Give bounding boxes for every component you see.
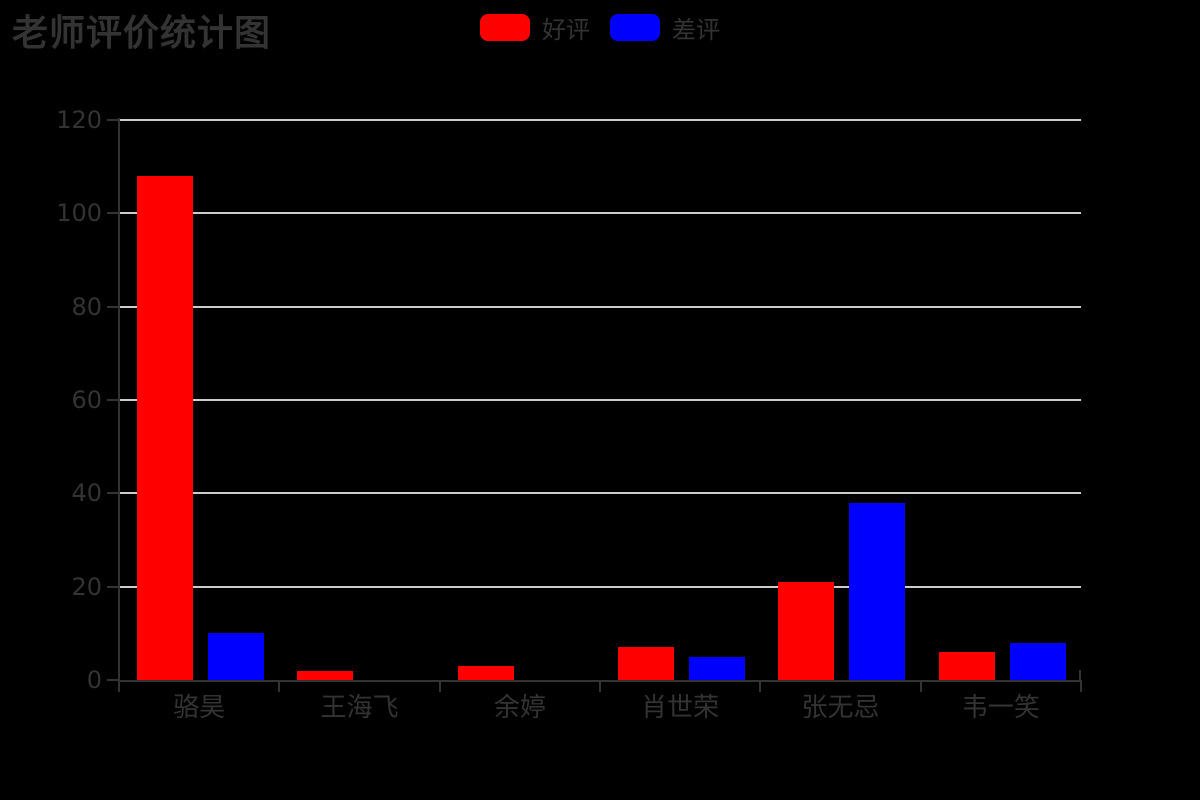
gridline xyxy=(119,585,1081,588)
bar[interactable] xyxy=(618,647,674,680)
y-axis-tick xyxy=(107,679,119,681)
x-tick-label: 韦一笑 xyxy=(961,693,1040,723)
y-tick-label: 20 xyxy=(71,572,102,601)
y-tick-label: 100 xyxy=(56,199,102,228)
x-axis-tick xyxy=(438,682,441,692)
legend-marker-positive xyxy=(480,14,530,41)
x-axis-end-notch xyxy=(1079,670,1081,680)
legend-item-positive[interactable]: 好评 xyxy=(480,10,590,45)
y-axis-tick xyxy=(107,305,119,308)
legend-label-negative: 差评 xyxy=(672,16,720,44)
y-axis-tick xyxy=(107,119,119,121)
bar[interactable] xyxy=(1009,642,1066,680)
chart-title: 老师评价统计图 xyxy=(12,13,272,54)
gridline xyxy=(119,212,1081,215)
gridline xyxy=(119,399,1081,401)
y-tick-label: 120 xyxy=(56,106,102,134)
x-axis-tick xyxy=(919,682,922,692)
bar[interactable] xyxy=(778,582,835,680)
x-axis-tick xyxy=(118,682,120,692)
legend-marker-negative xyxy=(610,14,660,41)
bar[interactable] xyxy=(208,633,264,680)
bar[interactable] xyxy=(938,652,995,680)
legend-item-negative[interactable]: 差评 xyxy=(610,10,720,45)
y-axis-tick xyxy=(107,399,119,401)
x-tick-label: 肖世荣 xyxy=(641,693,720,723)
x-axis-tick xyxy=(278,682,281,692)
bar[interactable] xyxy=(849,502,906,680)
y-tick-label: 80 xyxy=(71,292,102,321)
bar[interactable] xyxy=(137,176,193,680)
y-axis-tick xyxy=(107,212,119,215)
gridline xyxy=(119,492,1081,495)
x-axis-line xyxy=(118,680,1082,682)
y-tick-label: 40 xyxy=(71,479,102,508)
y-tick-label: 60 xyxy=(71,386,102,414)
legend-label-positive: 好评 xyxy=(542,16,590,44)
bar[interactable] xyxy=(689,656,745,680)
x-axis-tick xyxy=(1080,682,1082,692)
x-tick-label: 张无忌 xyxy=(801,693,880,723)
legend: 好评 差评 xyxy=(480,10,720,45)
bar[interactable] xyxy=(297,670,354,680)
y-axis-line xyxy=(118,118,120,682)
x-tick-label: 王海飞 xyxy=(320,693,399,723)
x-tick-label: 骆昊 xyxy=(173,693,226,723)
y-axis-tick xyxy=(107,492,119,495)
x-tick-label: 余婷 xyxy=(493,693,546,723)
x-axis-tick xyxy=(599,682,601,692)
gridline xyxy=(119,119,1081,121)
x-axis-tick xyxy=(759,682,762,692)
bar[interactable] xyxy=(457,666,514,680)
gridline xyxy=(119,305,1081,308)
y-axis-tick xyxy=(107,585,119,588)
y-tick-label: 0 xyxy=(86,666,102,694)
